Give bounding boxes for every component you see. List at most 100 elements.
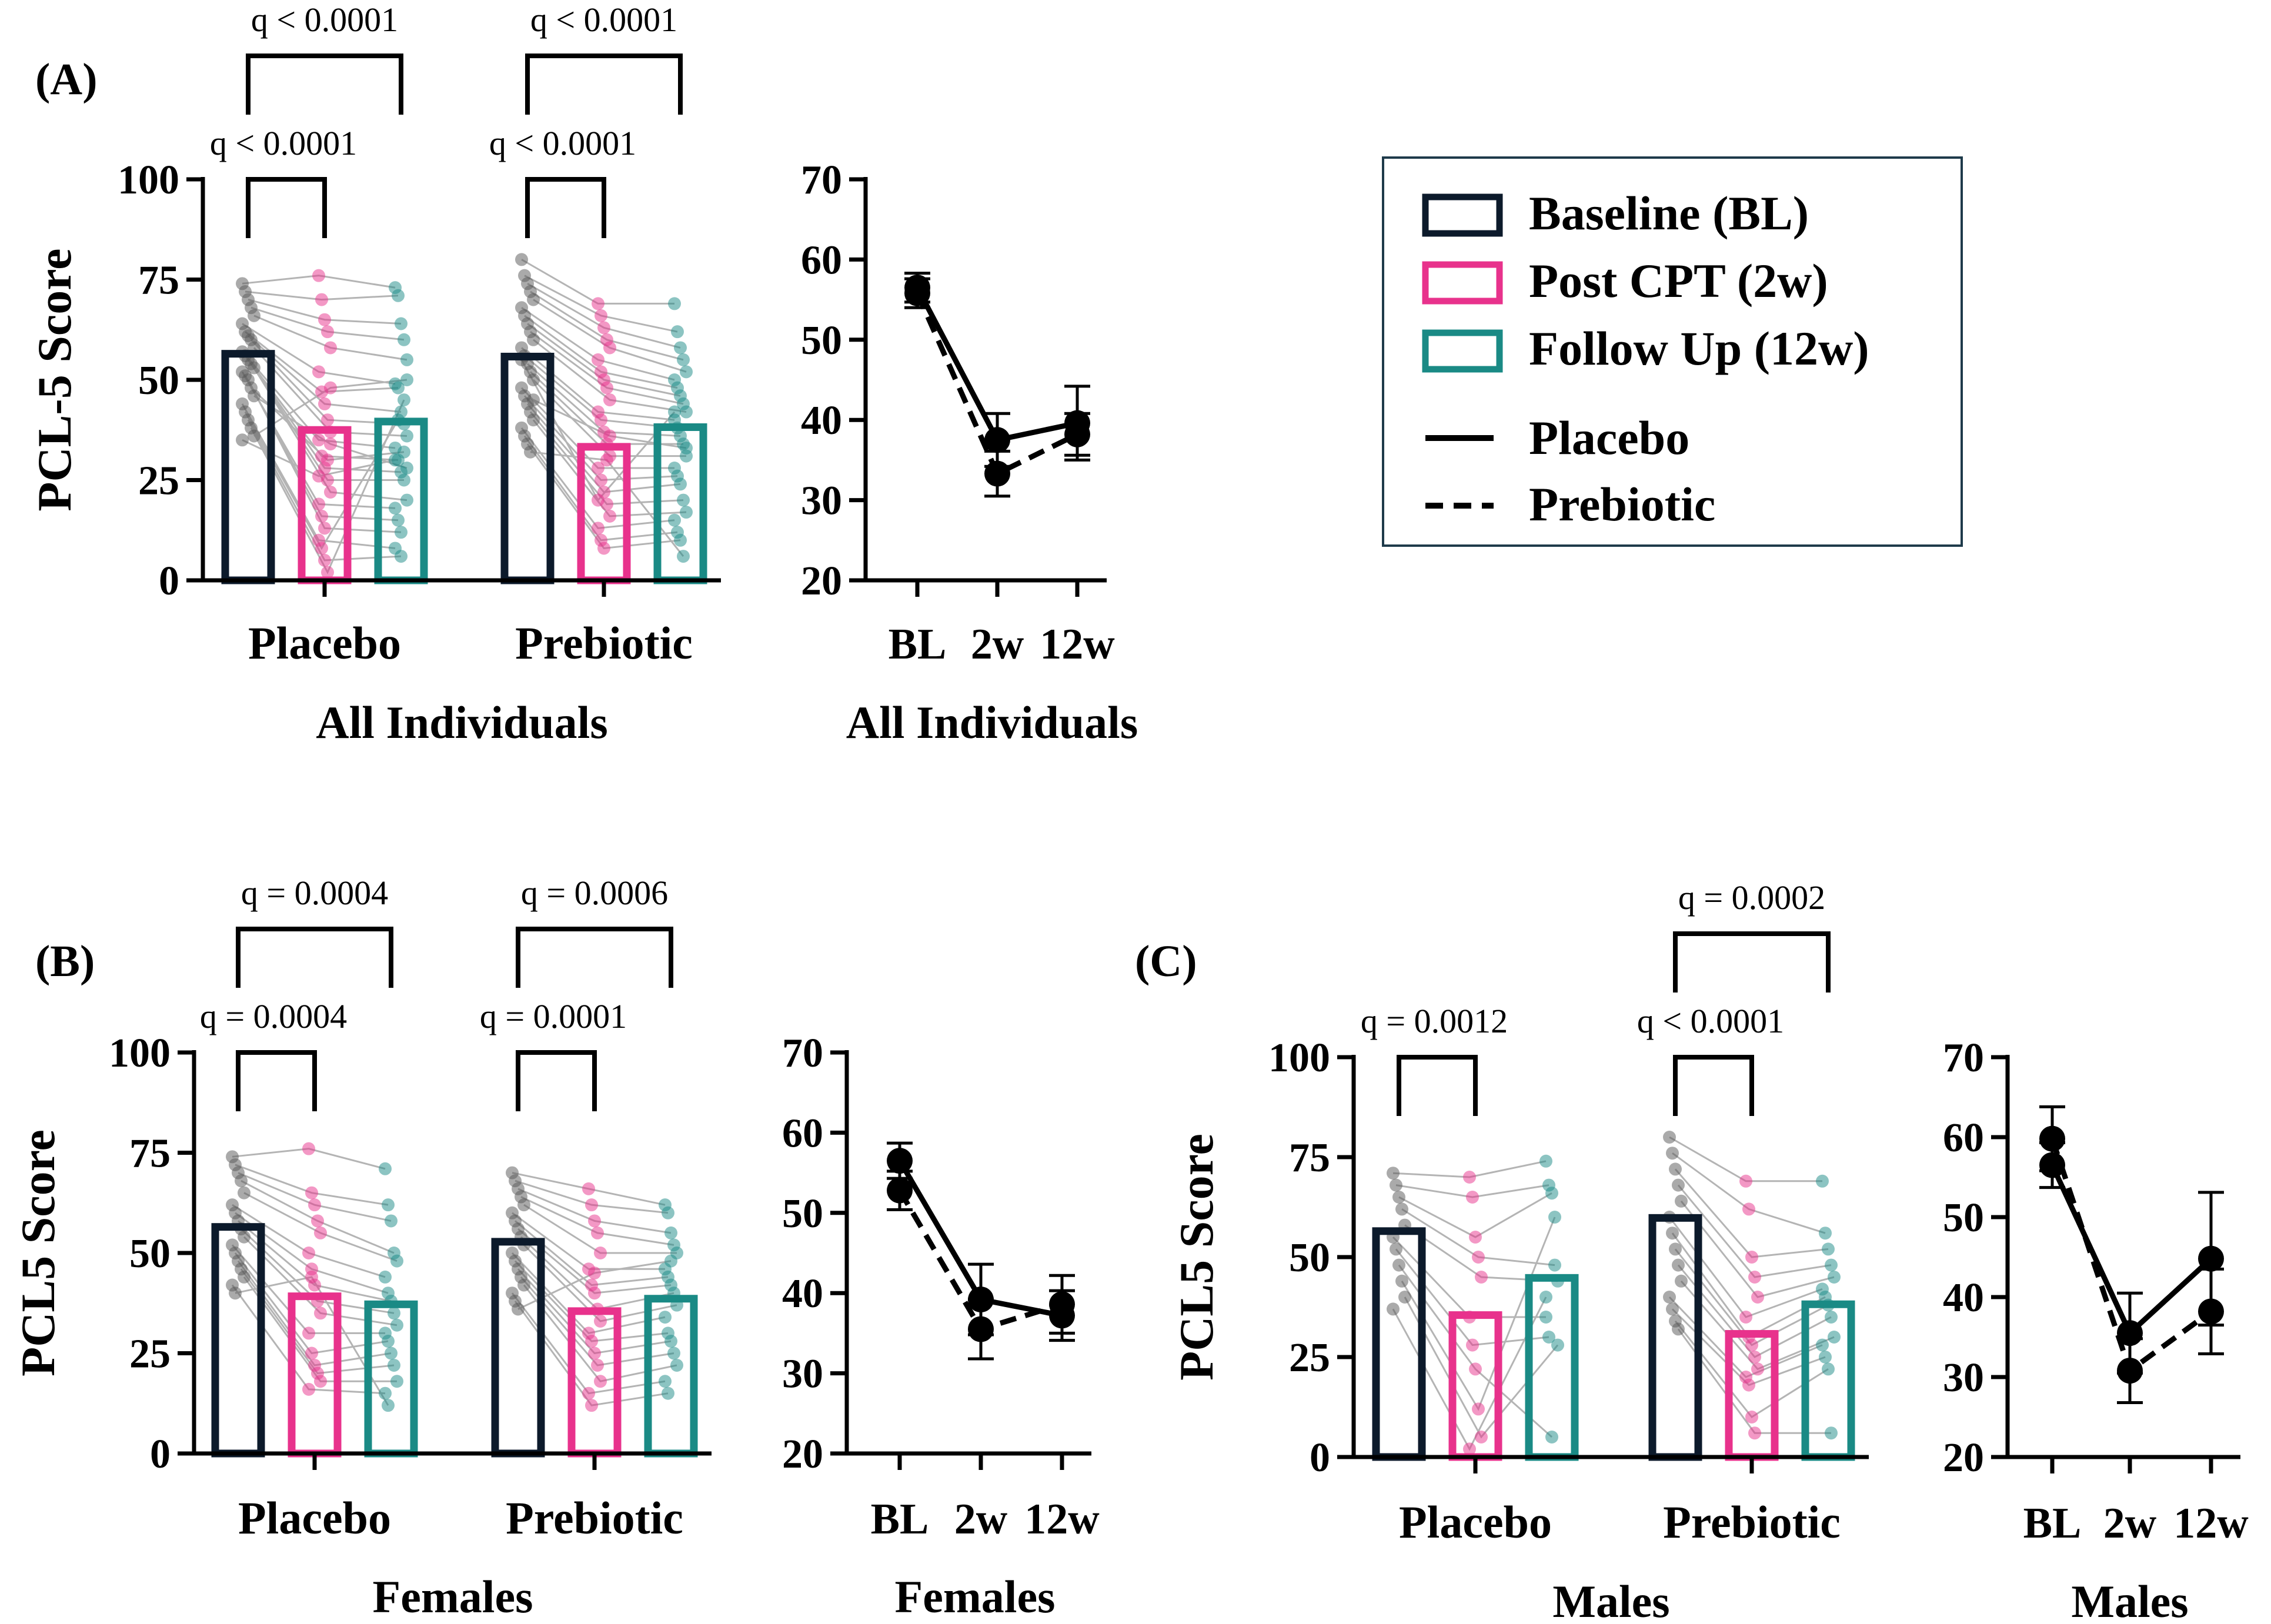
individual-point xyxy=(318,522,331,535)
individual-point xyxy=(318,313,331,326)
individual-point xyxy=(395,550,408,563)
y-tick-label: 40 xyxy=(1943,1275,1984,1321)
data-point-prebiotic xyxy=(984,460,1010,487)
panel-a-bar-chart: 0 25 50 75 100 Placebo Prebiotic PCL-5 Score All… xyxy=(28,1,721,748)
x-tick-label: 2w xyxy=(2103,1499,2157,1548)
individual-point xyxy=(1742,1378,1755,1392)
individual-point xyxy=(592,462,605,475)
individual-point xyxy=(312,469,325,483)
legend-label-follow: Follow Up (12w) xyxy=(1529,322,1869,375)
individual-point xyxy=(385,1214,398,1228)
individual-point xyxy=(1466,1338,1479,1352)
individual-point xyxy=(400,429,413,443)
individual-point xyxy=(324,437,337,451)
individual-point xyxy=(324,341,337,355)
group-label: Prebiotic xyxy=(1663,1496,1841,1548)
y-tick-label: 40 xyxy=(782,1271,823,1316)
individual-point xyxy=(592,522,605,535)
significance-label: q = 0.0002 xyxy=(1678,878,1825,917)
individual-point xyxy=(315,542,328,555)
individual-point xyxy=(1819,1351,1832,1364)
x-axis-label: Females xyxy=(895,1571,1056,1622)
individual-point xyxy=(1548,1258,1561,1272)
individual-point xyxy=(1398,1291,1411,1304)
individual-point xyxy=(321,453,334,467)
individual-point xyxy=(1392,1258,1405,1272)
individual-point xyxy=(312,433,325,447)
individual-point xyxy=(668,513,681,527)
individual-point xyxy=(312,497,325,511)
individual-point xyxy=(389,502,402,515)
individual-point xyxy=(1475,1431,1488,1443)
significance-bracket xyxy=(525,177,606,238)
significance-label: q < 0.0001 xyxy=(489,124,636,162)
y-tick-label: 30 xyxy=(801,479,842,524)
y-tick-label: 100 xyxy=(118,158,179,203)
individual-point xyxy=(1539,1311,1552,1324)
y-tick-label: 50 xyxy=(1943,1195,1984,1241)
data-point-placebo xyxy=(2198,1245,2224,1272)
individual-point xyxy=(588,1346,601,1360)
x-tick-label: BL xyxy=(889,620,947,669)
individual-point xyxy=(235,1174,248,1188)
data-point-placebo xyxy=(984,427,1010,453)
individual-point xyxy=(603,393,616,407)
individual-point xyxy=(527,333,540,346)
panel-label-c: (C) xyxy=(1135,937,1197,986)
y-tick-label: 60 xyxy=(782,1111,823,1156)
individual-point xyxy=(390,1375,403,1388)
individual-point xyxy=(592,493,605,507)
individual-point xyxy=(305,1346,318,1360)
individual-point xyxy=(314,1226,327,1239)
individual-point xyxy=(1745,1251,1758,1264)
individual-point xyxy=(588,1267,601,1280)
x-axis-label: All Individuals xyxy=(846,697,1138,748)
individual-point xyxy=(591,1358,604,1372)
y-tick-label: 100 xyxy=(109,1031,171,1076)
individual-point xyxy=(400,462,413,475)
individual-point xyxy=(1551,1338,1564,1352)
individual-point xyxy=(318,397,331,410)
individual-point xyxy=(308,1198,321,1212)
individual-point xyxy=(1542,1331,1555,1344)
individual-point xyxy=(312,269,325,282)
y-tick-label: 70 xyxy=(782,1031,823,1076)
individual-point xyxy=(1822,1242,1835,1256)
legend-swatch-baseline xyxy=(1422,193,1503,237)
individual-point xyxy=(1672,1178,1685,1192)
x-tick-label: 12w xyxy=(1040,620,1115,669)
x-tick-label: 12w xyxy=(2173,1499,2249,1548)
individual-point xyxy=(1472,1251,1485,1264)
individual-point xyxy=(670,1358,683,1372)
individual-point xyxy=(1545,1431,1558,1443)
individual-point xyxy=(1816,1338,1829,1352)
individual-point xyxy=(392,381,405,395)
individual-point xyxy=(236,433,249,447)
y-tick-label: 20 xyxy=(782,1432,823,1477)
group-label: Placebo xyxy=(238,1492,391,1543)
individual-point xyxy=(1469,1231,1482,1244)
individual-point xyxy=(595,473,607,487)
individual-point xyxy=(592,353,605,366)
individual-point xyxy=(392,289,405,302)
group-label: Prebiotic xyxy=(506,1492,683,1543)
individual-point xyxy=(1387,1167,1400,1180)
data-point-prebiotic xyxy=(1049,1291,1075,1318)
individual-point xyxy=(1669,1162,1682,1176)
panel-b-bar-chart: 0 25 50 75 100 Placebo Prebiotic PCL5 Score Fema… xyxy=(11,874,712,1622)
individual-point xyxy=(400,353,413,366)
individual-point xyxy=(597,542,610,555)
individual-point xyxy=(524,445,537,459)
individual-point xyxy=(388,1306,400,1320)
individual-point xyxy=(527,413,540,427)
individual-point xyxy=(238,1230,251,1244)
individual-point xyxy=(588,1286,601,1300)
data-point-prebiotic xyxy=(2039,1125,2065,1152)
individual-point xyxy=(664,1335,677,1348)
significance-label: q = 0.0001 xyxy=(480,997,627,1035)
y-tick-label: 50 xyxy=(138,358,179,403)
individual-point xyxy=(668,405,681,419)
individual-point xyxy=(398,445,410,459)
individual-point xyxy=(680,506,693,519)
